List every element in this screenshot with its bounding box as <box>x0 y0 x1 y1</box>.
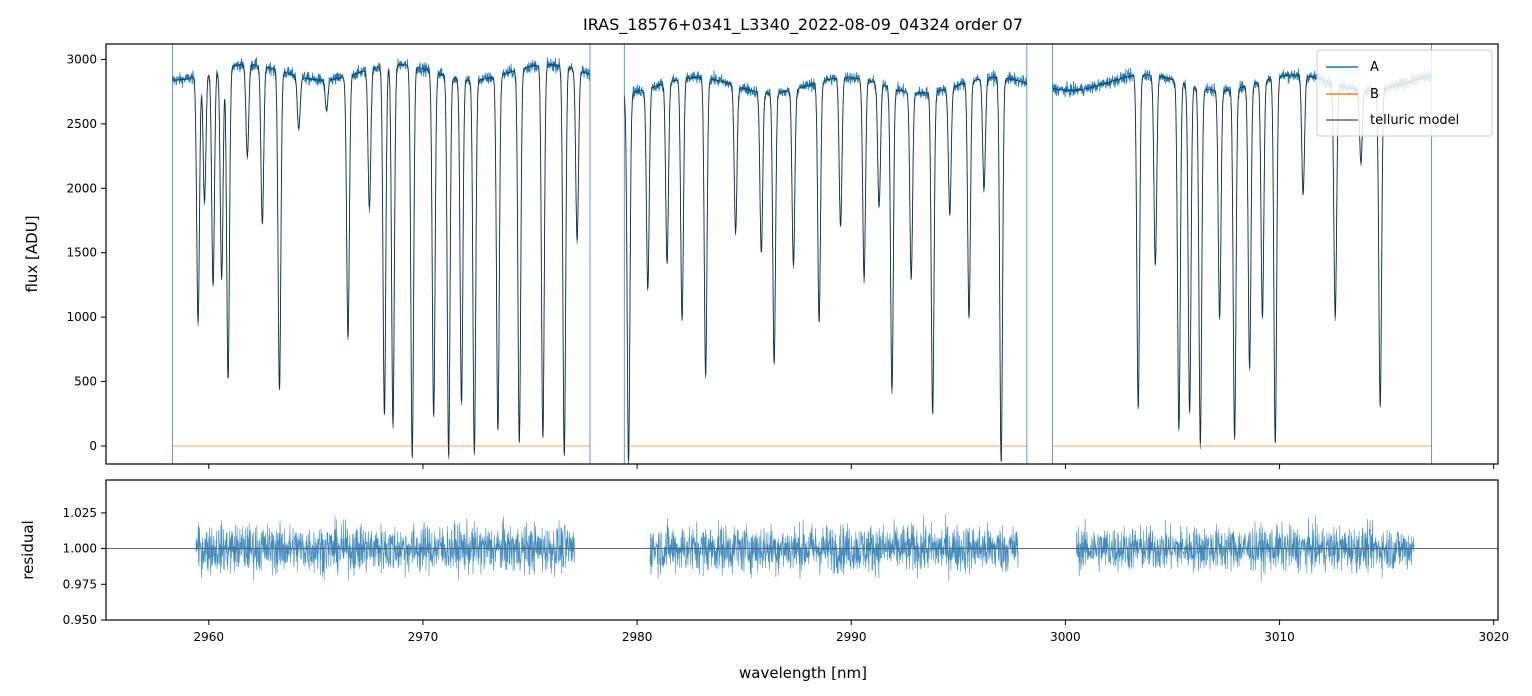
legend-label-telluric: telluric model <box>1370 113 1459 128</box>
residual-plot-area <box>106 514 1498 582</box>
telluric-model-segment-1 <box>172 64 590 457</box>
legend-label-b: B <box>1370 87 1379 102</box>
flux-y-tick-label: 0 <box>89 439 97 453</box>
x-tick-label: 2970 <box>408 630 439 644</box>
residual-segment-3 <box>1075 515 1415 582</box>
x-tick-label: 3010 <box>1264 630 1295 644</box>
x-tick-label: 3000 <box>1050 630 1081 644</box>
flux-y-tick-label: 3000 <box>66 52 97 66</box>
residual-axes-frame <box>105 479 1499 621</box>
x-tick-label: 3020 <box>1478 630 1509 644</box>
flux-y-label: flux [ADU] <box>23 215 41 292</box>
series-a-segment-2 <box>623 70 1027 464</box>
chart-title: IRAS_18576+0341_L3340_2022-08-09_04324 o… <box>583 15 1023 35</box>
flux-y-tick-label: 500 <box>74 375 97 389</box>
flux-y-tick-label: 2500 <box>66 117 97 131</box>
x-tick-label: 2980 <box>622 630 653 644</box>
residual-segment-1 <box>195 515 576 581</box>
residual-panel: 0.950 0.975 1.000 1.025 2960 2970 2980 2990 300… <box>19 479 1509 682</box>
flux-x-ticks <box>208 464 1495 469</box>
residual-y-tick-label: 1.000 <box>63 542 97 556</box>
series-a-segment-1 <box>172 57 591 459</box>
telluric-model-segment-2 <box>623 77 1027 463</box>
flux-panel: 0 500 1000 1500 2000 2500 3000 flux [ADU] A B … <box>23 43 1499 469</box>
x-tick-label: 2960 <box>194 630 225 644</box>
residual-y-tick-label: 1.025 <box>63 506 97 520</box>
flux-plot-area <box>172 44 1432 464</box>
x-tick-label: 2990 <box>836 630 867 644</box>
residual-y-tick-label: 0.950 <box>63 613 97 627</box>
flux-y-ticks: 0 500 1000 1500 2000 2500 3000 <box>66 52 106 453</box>
legend: A B telluric model <box>1316 49 1493 137</box>
legend-box <box>1316 49 1493 137</box>
residual-x-ticks: 2960 2970 2980 2990 3000 3010 3020 <box>194 620 1509 644</box>
legend-label-a: A <box>1370 60 1379 75</box>
flux-y-tick-label: 1500 <box>66 246 97 260</box>
residual-segment-2 <box>649 514 1019 581</box>
flux-y-tick-label: 2000 <box>66 181 97 195</box>
residual-y-label: residual <box>19 520 37 579</box>
flux-y-tick-label: 1000 <box>66 310 97 324</box>
x-axis-label: wavelength [nm] <box>739 664 867 682</box>
flux-axes-frame <box>105 43 1499 465</box>
residual-y-ticks: 0.950 0.975 1.000 1.025 <box>63 506 106 627</box>
residual-y-tick-label: 0.975 <box>63 577 97 591</box>
